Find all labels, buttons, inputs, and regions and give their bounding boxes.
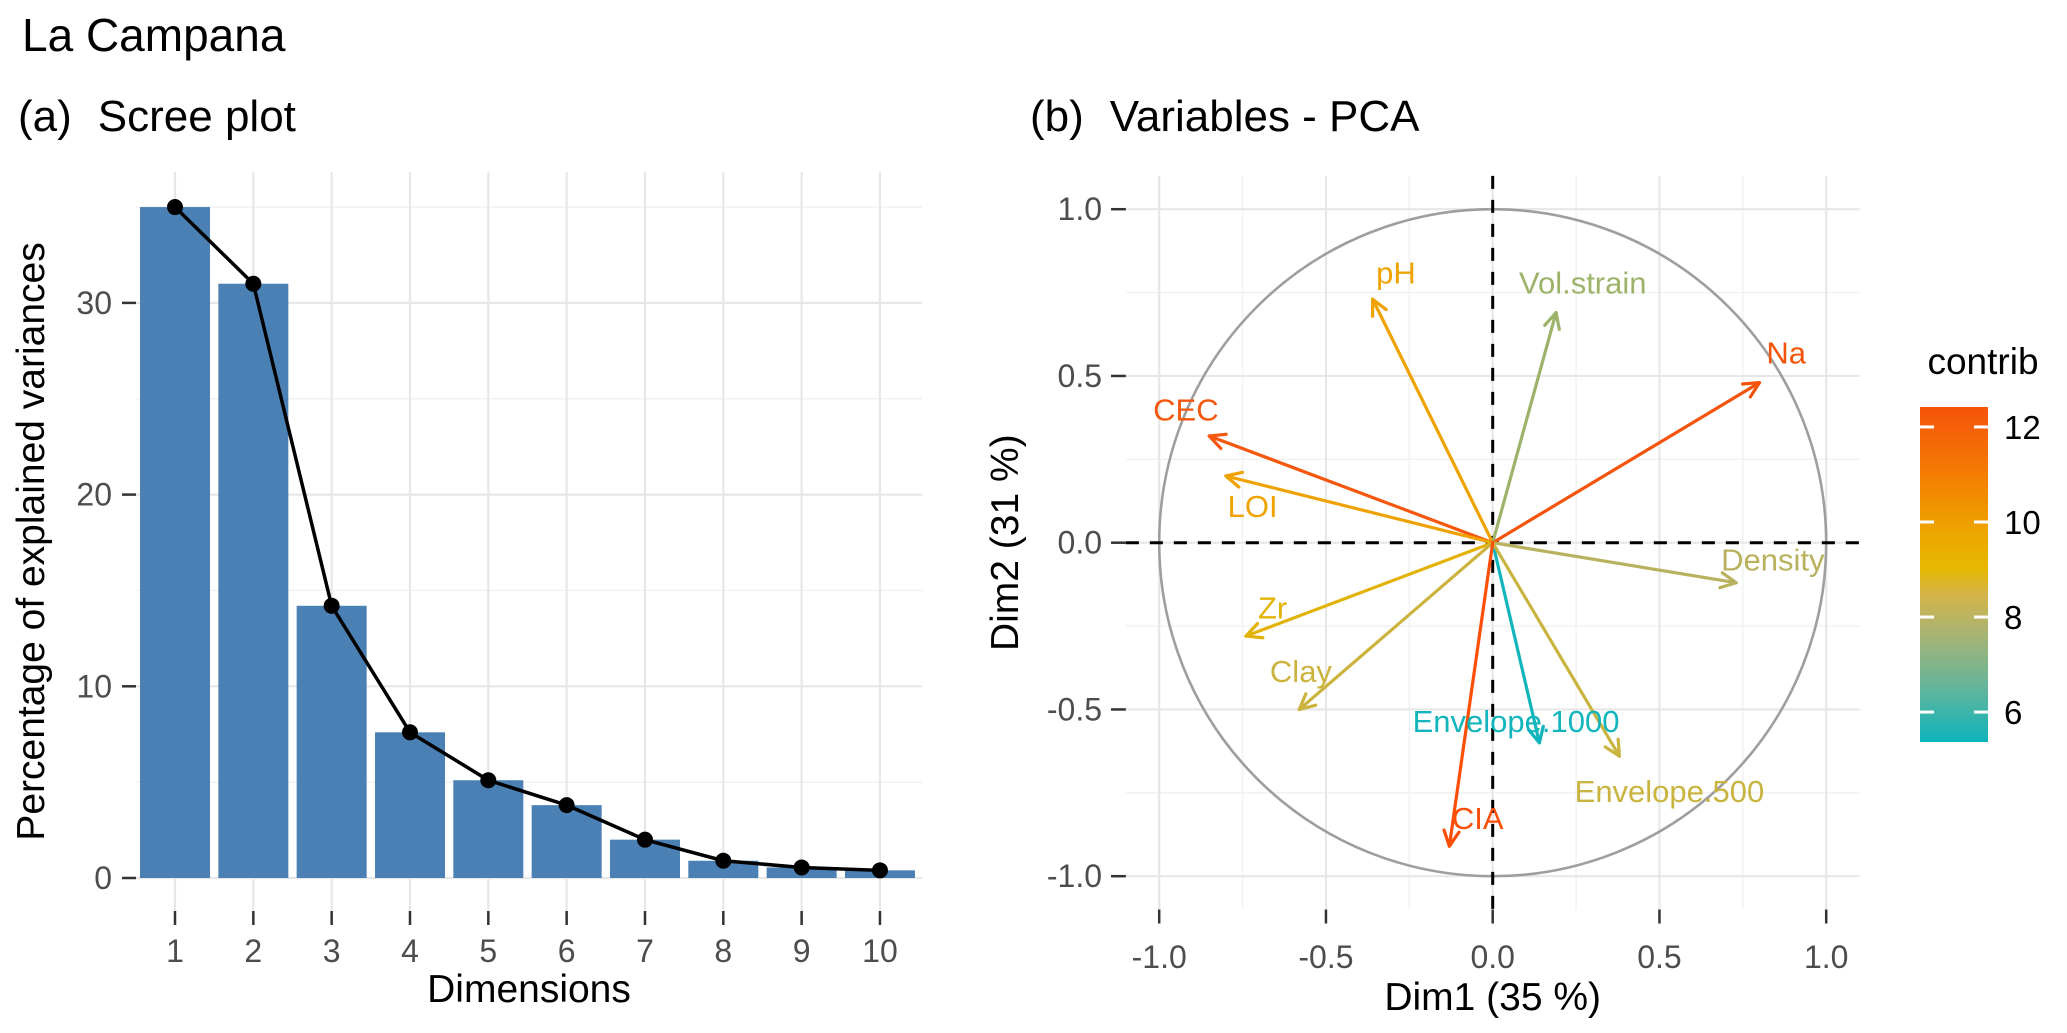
figure-title: La Campana: [22, 9, 286, 61]
scree-point-dim-4: [401, 724, 418, 741]
legend-tick-label: 12: [2004, 409, 2041, 446]
scree-point-dim-3: [323, 597, 340, 614]
bar-dim-1: [140, 207, 210, 879]
x-axis-tick-label: 8: [714, 933, 732, 969]
pca-arrowhead-LOI: [1224, 470, 1245, 489]
pca-arrow-Envelope.500: [1491, 541, 1622, 758]
pca-arrow-Zr: [1244, 541, 1495, 638]
panel-b-title: (b) Variables - PCA: [1030, 92, 1420, 142]
scree-point-dim-6: [558, 797, 575, 814]
legend-tick-label: 6: [2004, 694, 2022, 731]
y-axis-tick-label: -1.0: [1047, 858, 1102, 894]
x-axis-tick-label: 1.0: [1804, 939, 1848, 975]
contrib-colorbar-legend: contrib 12 10 8 6: [1920, 341, 2041, 742]
pca-arrow-CEC: [1207, 434, 1495, 545]
scree-point-dim-10: [871, 862, 888, 879]
pca-arrowhead-pH: [1371, 297, 1388, 318]
bar-dim-2: [218, 283, 289, 879]
scree-plot-panel: 0 10 20 30 1 2 3 4 5 6 7 8 9 10 Dimensions Percentage o…: [10, 172, 922, 1011]
pca-arrow-Density: [1491, 541, 1738, 585]
pca-arrowhead-CIA: [1442, 828, 1461, 848]
pca-label-Vol.strain: Vol.strain: [1519, 266, 1647, 301]
y-axis-tick-label: 30: [76, 285, 112, 321]
panel-b-title-text: Variables - PCA: [1109, 92, 1420, 141]
legend-tick-label: 10: [2004, 504, 2041, 541]
bar-dim-8: [688, 860, 759, 878]
scree-point-dim-1: [167, 199, 183, 216]
pca-label-Density: Density: [1721, 542, 1825, 577]
y-axis-tick-label: 20: [76, 477, 112, 513]
x-axis-tick-label: 9: [793, 933, 811, 969]
pca-label-pH: pH: [1376, 256, 1416, 291]
pca-label-CIA: CIA: [1452, 801, 1504, 836]
panel-a-title: (a) Scree plot: [18, 92, 296, 142]
bar-dim-5: [453, 780, 524, 878]
pca-label-Envelope.500: Envelope.500: [1575, 774, 1765, 809]
pca-arrowhead-CEC: [1207, 432, 1228, 451]
colorbar: [1920, 407, 1988, 742]
pca-arrow-Clay: [1297, 541, 1495, 712]
pca-arrow-Envelope.1000: [1491, 541, 1541, 745]
scree-point-dim-9: [793, 859, 810, 876]
panel-a-tag: (a): [18, 92, 72, 141]
scree-point-dim-7: [636, 831, 653, 848]
x-axis-tick-label: 10: [862, 933, 898, 969]
pca-label-Clay: Clay: [1270, 654, 1333, 689]
pca-arrow-pH: [1371, 297, 1495, 545]
pca-label-Na: Na: [1766, 336, 1806, 371]
pca-arrowhead-Clay: [1297, 692, 1318, 712]
x-axis-tick-label: 5: [479, 933, 497, 969]
scree-line: [173, 205, 881, 873]
pca-label-Zr: Zr: [1258, 591, 1287, 626]
x-axis-tick-label: -0.5: [1298, 939, 1353, 975]
x-axis-tick-label: 2: [244, 933, 262, 969]
pca-variables-panel: pH Vol.strain Na CEC LOI Density Zr Clay Envelop…: [984, 175, 1860, 1019]
pca-label-CEC: CEC: [1153, 392, 1218, 427]
legend-tick-label: 8: [2004, 599, 2022, 636]
legend-title: contrib: [1927, 341, 2038, 382]
x-axis-tick-label: 1: [166, 933, 184, 969]
x-axis-tick-label: 4: [401, 933, 419, 969]
x-axis-tick-label: 6: [558, 933, 576, 969]
pca-arrowhead-Envelope.1000: [1526, 724, 1545, 745]
y-axis-tick-label: -0.5: [1047, 691, 1102, 727]
pca-arrowhead-Vol.strain: [1543, 310, 1561, 331]
x-axis-tick-label: -1.0: [1132, 939, 1187, 975]
pca-arrowhead-Envelope.500: [1603, 737, 1622, 758]
pca-arrowhead-Na: [1740, 381, 1762, 399]
scree-point-dim-5: [480, 772, 497, 789]
pca-arrowhead-Zr: [1244, 622, 1265, 640]
x-axis-tick-label: 0.5: [1637, 939, 1681, 975]
x-axis-title: Dimensions: [427, 968, 631, 1011]
pca-arrow-Na: [1491, 381, 1762, 545]
pca-arrow-Vol.strain: [1491, 310, 1558, 545]
y-axis-title: Dim2 (31 %): [984, 434, 1027, 651]
y-axis-tick-label: 10: [76, 668, 112, 704]
x-axis-tick-label: 0.0: [1470, 939, 1514, 975]
scree-point-dim-2: [245, 275, 262, 292]
y-axis-tick-label: 0.0: [1058, 525, 1102, 561]
bar-dim-3: [296, 605, 367, 878]
y-axis-tick-label: 0.5: [1058, 358, 1102, 394]
panel-b-tag: (b): [1030, 92, 1084, 141]
pca-label-Envelope.1000: Envelope.1000: [1413, 704, 1620, 739]
y-axis-tick-label: 0: [94, 860, 112, 896]
panel-a-title-text: Scree plot: [97, 92, 296, 141]
pca-arrowhead-Density: [1718, 571, 1738, 590]
x-axis-tick-label: 3: [323, 933, 341, 969]
y-axis-title: Percentage of explained variances: [10, 242, 53, 840]
bar-dim-4: [374, 732, 445, 878]
y-axis-tick-label: 1.0: [1058, 191, 1102, 227]
x-axis-tick-label: 7: [636, 933, 654, 969]
pca-label-LOI: LOI: [1228, 489, 1278, 524]
pca-arrow-LOI: [1224, 474, 1495, 545]
scree-point-dim-8: [715, 852, 732, 869]
pca-arrow-CIA: [1447, 541, 1495, 848]
x-axis-title: Dim1 (35 %): [1384, 976, 1601, 1019]
